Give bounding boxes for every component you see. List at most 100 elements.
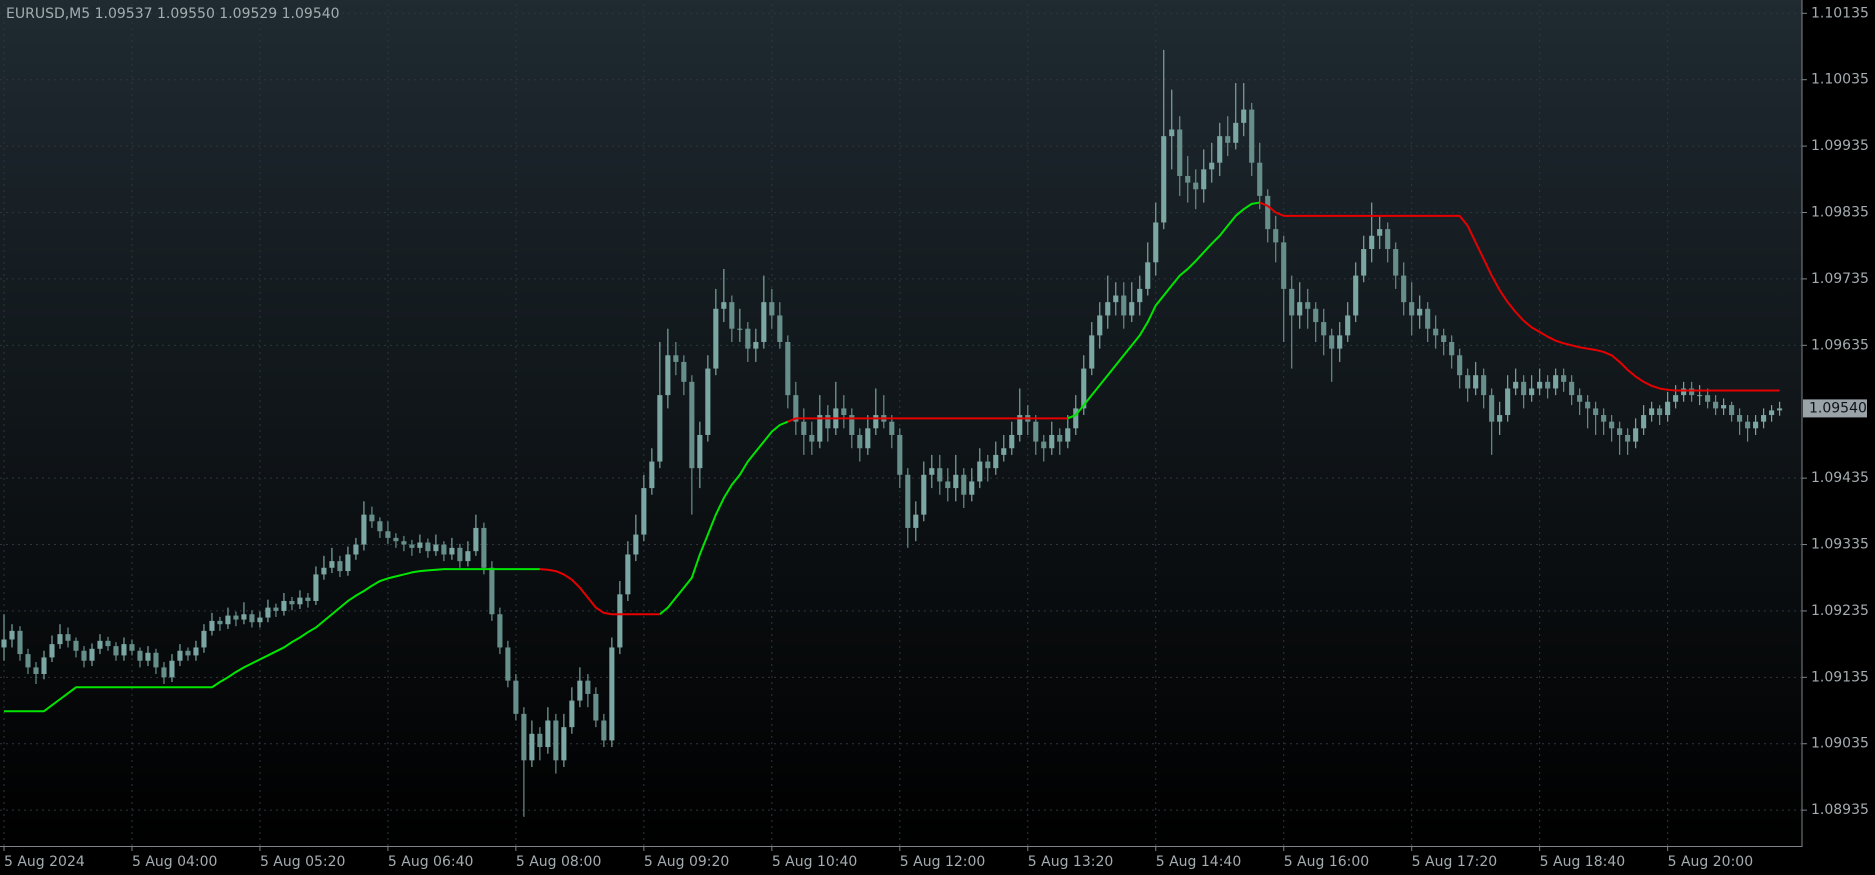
candle-body [353, 544, 359, 555]
candle-body [345, 554, 351, 572]
candle-body [857, 434, 863, 449]
candle-body [521, 713, 527, 761]
x-tick-label: 5 Aug 14:40 [1156, 854, 1242, 870]
y-tick-label: 1.10135 [1811, 5, 1869, 21]
candle-body [177, 650, 183, 661]
candle-body [545, 720, 551, 748]
candle-body [1473, 375, 1479, 389]
candle-body [697, 434, 703, 469]
candle-body [137, 650, 143, 661]
candle-body [1153, 222, 1159, 263]
x-tick-label: 5 Aug 13:20 [1028, 854, 1114, 870]
candle-body [825, 415, 831, 429]
candle-body [1017, 415, 1023, 435]
candle-body [1681, 388, 1687, 396]
candle-body [745, 328, 751, 349]
y-tick-label: 1.09435 [1811, 470, 1869, 486]
candle-body [1041, 441, 1047, 449]
candle-body [1497, 415, 1503, 422]
candle-body [105, 640, 111, 647]
candle-body [657, 395, 663, 462]
x-tick-label: 5 Aug 04:00 [132, 854, 218, 870]
indicator-line [539, 201, 1780, 616]
candle-body [305, 597, 311, 601]
candle-body [1001, 448, 1007, 455]
y-tick-label: 1.09335 [1811, 537, 1869, 553]
candle-body [1329, 335, 1335, 349]
candle-body [753, 341, 759, 349]
candle-body [1281, 242, 1287, 289]
candle-body [529, 733, 535, 761]
candle-body [1, 639, 7, 648]
candle-body [121, 644, 127, 656]
candle-body [1057, 434, 1063, 442]
candle-body [1409, 302, 1415, 316]
x-tick-label: 5 Aug 08:00 [516, 854, 602, 870]
marks [1, 49, 1783, 817]
x-tick-label: 5 Aug 05:20 [260, 854, 346, 870]
candle-body [961, 474, 967, 495]
candle-body [1105, 302, 1111, 316]
candle-body [1097, 315, 1103, 336]
candle-body [1177, 129, 1183, 176]
candle-body [1641, 415, 1647, 429]
candle-body [369, 514, 375, 522]
candle-body [793, 395, 799, 422]
y-tick-label: 1.09835 [1811, 205, 1869, 221]
candle-body [1289, 288, 1295, 316]
candle-body [273, 607, 279, 611]
grid [0, 4, 1802, 846]
x-tick-label: 5 Aug 10:40 [772, 854, 858, 870]
candle-body [193, 647, 199, 656]
candle-body [393, 537, 399, 542]
candle-body [33, 667, 39, 675]
candle-body [985, 461, 991, 469]
candle-body [641, 488, 647, 535]
candle-body [673, 355, 679, 362]
candle-body [417, 542, 423, 548]
candle-body [1705, 395, 1711, 402]
candle-body [1529, 388, 1535, 396]
candle-body [1465, 375, 1471, 389]
y-tick-label: 1.09135 [1811, 669, 1869, 685]
candle-body [609, 647, 615, 741]
candle-body [809, 434, 815, 442]
candle-body [1761, 415, 1767, 422]
candle-body [665, 355, 671, 396]
candle-body [729, 302, 735, 329]
candle-body [1353, 275, 1359, 316]
candle-body [497, 614, 503, 648]
candle-body [769, 302, 775, 316]
plot-area [0, 0, 1802, 846]
candle-body [1161, 136, 1167, 223]
candle-body [1113, 295, 1119, 303]
candle-body [1505, 388, 1511, 416]
candle-body [977, 461, 983, 482]
candle-body [761, 302, 767, 342]
candle-body [17, 630, 23, 655]
candle-body [1729, 405, 1735, 416]
candle-body [601, 720, 607, 741]
candle-body [865, 428, 871, 449]
candle-body [1009, 434, 1015, 449]
candle-body [929, 468, 935, 475]
candle-body [1569, 381, 1575, 396]
x-tick-label: 5 Aug 2024 [4, 854, 85, 870]
candle-body [1737, 415, 1743, 422]
candle-body [905, 474, 911, 528]
candle-body [377, 521, 383, 532]
candle-body [337, 561, 343, 572]
candle-body [9, 630, 15, 640]
candle-body [681, 361, 687, 382]
candle-body [945, 481, 951, 489]
candle-body [1673, 395, 1679, 402]
price-label: 1.09540 [1809, 400, 1867, 416]
candle-body [1553, 375, 1559, 389]
candle-body [1417, 308, 1423, 316]
candle-body [1545, 381, 1551, 389]
y-tick-label: 1.10035 [1811, 72, 1869, 88]
candle-body [953, 474, 959, 489]
candle-body [633, 534, 639, 555]
candle-body [801, 421, 807, 435]
